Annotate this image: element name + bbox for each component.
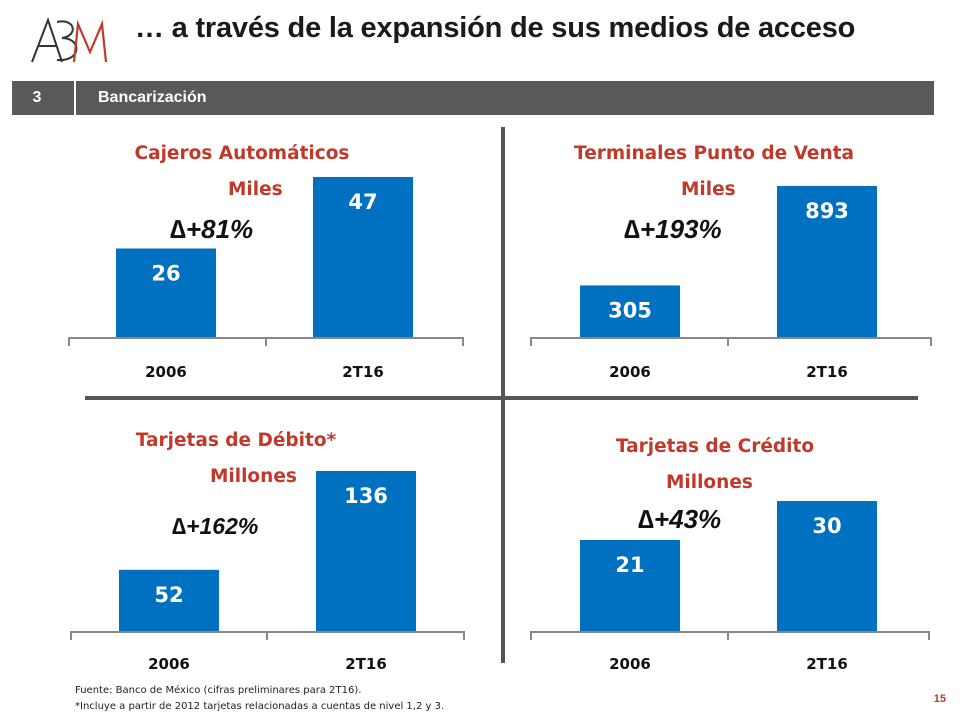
- bar: [313, 177, 413, 337]
- chart-unit: Millones: [210, 466, 297, 487]
- chart-title: Tarjetas de Crédito: [615, 436, 815, 457]
- bar: [777, 186, 877, 337]
- bar-chart-svg: 305 2006 893 2T16: [530, 186, 932, 381]
- chart-unit: Millones: [666, 472, 753, 493]
- bar: [316, 471, 416, 631]
- growth-value: +162%: [186, 513, 259, 539]
- delta-icon: ∆: [172, 513, 187, 539]
- chart-title: Tarjetas de Débito*: [135, 430, 337, 451]
- chart-debito: Tarjetas de Débito* Millones ∆+162% 52 20…: [70, 420, 465, 673]
- delta-icon: ∆: [638, 504, 654, 534]
- bar: [580, 540, 680, 631]
- quadrant-horizontal-divider: [85, 396, 918, 400]
- chart-credito: Tarjetas de Crédito Millones ∆+43% 21 200…: [530, 420, 930, 673]
- chart-title: Terminales Punto de Venta: [574, 143, 854, 164]
- growth-value: +43%: [653, 504, 722, 534]
- growth-label: ∆+43%: [638, 504, 721, 535]
- growth-label: ∆+193%: [624, 214, 722, 245]
- bar-chart-svg: 26 2006 47 2T16: [68, 177, 464, 381]
- bar-value-label: 30: [812, 514, 841, 538]
- delta-icon: ∆: [624, 214, 640, 244]
- section-label: Bancarización: [98, 89, 207, 106]
- bar-value-label: 893: [805, 199, 849, 223]
- bar: [119, 569, 219, 631]
- bar-value-label: 52: [154, 583, 183, 607]
- bar-value-label: 305: [608, 298, 652, 322]
- section-divider: [74, 81, 76, 115]
- bar-value-label: 26: [151, 261, 180, 285]
- footnote-source: Fuente: Banco de México (cifras prelimin…: [75, 685, 362, 696]
- bar: [580, 285, 680, 337]
- chart-terminales: Terminales Punto de Venta Miles ∆+193% 3…: [530, 140, 932, 390]
- delta-icon: ∆: [170, 214, 186, 244]
- bar: [777, 501, 877, 631]
- bar-value-label: 21: [615, 553, 644, 577]
- growth-value: +81%: [185, 214, 254, 244]
- category-label: 2006: [145, 363, 187, 381]
- bar-chart-svg: 52 2006 136 2T16: [70, 471, 465, 673]
- growth-label: ∆+81%: [170, 214, 253, 245]
- chart-title: Cajeros Automáticos: [134, 143, 350, 164]
- bar-chart-svg: 21 2006 30 2T16: [530, 501, 930, 673]
- quadrant-vertical-divider: [501, 127, 505, 663]
- footnote-note: *Incluye a partir de 2012 tarjetas relac…: [75, 701, 445, 712]
- category-label: 2006: [148, 655, 190, 673]
- category-label: 2T16: [806, 655, 848, 673]
- growth-value: +193%: [639, 214, 722, 244]
- chart-unit: Miles: [228, 179, 283, 200]
- category-label: 2T16: [342, 363, 384, 381]
- section-number: 3: [32, 89, 42, 106]
- category-label: 2T16: [345, 655, 387, 673]
- growth-label: ∆+162%: [172, 513, 258, 540]
- section-header: 3 Bancarización: [12, 81, 934, 115]
- category-label: 2T16: [806, 363, 848, 381]
- abm-logo: [31, 17, 108, 63]
- page-number: 15: [933, 693, 946, 705]
- page-title: … a través de la expansión de sus medios…: [135, 12, 856, 44]
- chart-unit: Miles: [681, 179, 736, 200]
- bar-value-label: 47: [348, 190, 377, 214]
- bar: [116, 248, 216, 337]
- bar-value-label: 136: [344, 484, 388, 508]
- category-label: 2006: [609, 363, 651, 381]
- category-label: 2006: [609, 655, 651, 673]
- chart-cajeros: Cajeros Automáticos Miles ∆+81% 26 2006 47…: [68, 140, 464, 390]
